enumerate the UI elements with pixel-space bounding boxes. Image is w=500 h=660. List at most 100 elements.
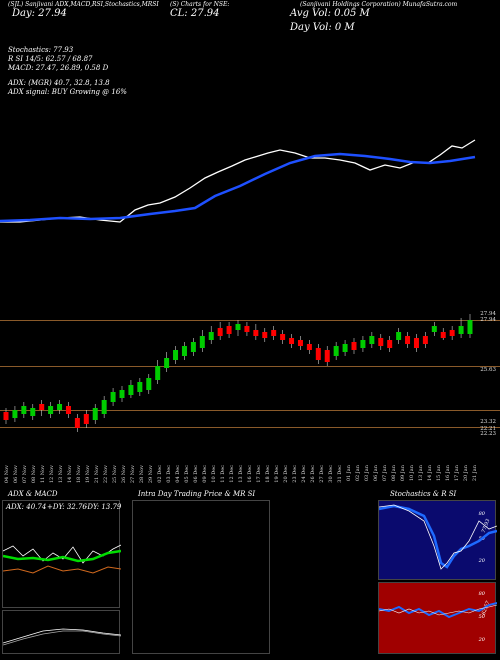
intraday-panel-title: Intra Day Trading Price & MR SI	[138, 490, 256, 498]
x-axis-date-label: 06 Dec	[193, 465, 199, 483]
candle-body	[440, 332, 446, 338]
macd-panel	[2, 610, 121, 654]
price-line	[0, 139, 476, 223]
x-axis-date-label: 24 Dec	[301, 465, 307, 483]
stochastics-info: Stochastics: 77.93	[8, 46, 74, 54]
candle-body	[271, 330, 277, 336]
candle-body	[297, 340, 303, 346]
candle-body	[449, 330, 455, 336]
adx-info: ADX: (MGR) 40.7, 32.8, 13.8	[8, 79, 110, 87]
rsi-blue-line	[379, 602, 497, 619]
x-axis-date-label: 03 Dec	[166, 465, 172, 483]
x-axis-date-label: 20 Jan	[463, 465, 469, 482]
candle-body	[467, 320, 473, 334]
x-axis-date-label: 21 Nov	[94, 465, 100, 484]
price-level-1: 27.94	[480, 311, 496, 317]
candle-body	[110, 392, 116, 402]
adx-lines	[3, 544, 121, 574]
x-axis-date-label: 08 Jan	[391, 465, 397, 482]
price-ma-chart	[0, 139, 476, 223]
candle-body	[128, 385, 134, 395]
x-axis-date-label: 31 Dec	[337, 465, 343, 483]
x-axis-date-label: 09 Jan	[400, 465, 406, 482]
x-axis-date-label: 11 Nov	[40, 465, 46, 484]
candle-body	[360, 340, 366, 348]
x-axis-date-label: 05 Dec	[184, 465, 190, 483]
x-axis-date-label: 12 Nov	[49, 465, 55, 484]
day-label: Day: 27.94	[12, 8, 67, 19]
x-axis-date-label: 27 Dec	[319, 465, 325, 483]
x-axis-date-label: 29 Nov	[148, 465, 154, 484]
candle-body	[30, 408, 36, 416]
rsi-level-20: 20	[478, 637, 485, 643]
level-line-1	[0, 320, 500, 321]
candle-body	[21, 406, 27, 414]
candle-body	[458, 326, 464, 334]
ticker-line: (SJL) Sanjivani ADX,MACD,RSI,Stochastics…	[8, 1, 159, 8]
x-axis-date-label: 10 Dec	[211, 465, 217, 483]
candle-body	[190, 342, 196, 352]
candle-body	[164, 358, 170, 368]
macd-grey-line	[3, 630, 121, 646]
x-axis-date-label: 13 Nov	[58, 465, 64, 484]
candle-body	[181, 346, 187, 356]
x-axis-date-label: 26 Nov	[121, 465, 127, 484]
intraday-panel	[132, 500, 270, 654]
candle-body	[12, 410, 18, 418]
mid-line: (S) Charts for NSE:	[170, 1, 230, 8]
price-level-4: 23.32	[480, 419, 496, 425]
moving-average-line	[0, 152, 476, 223]
x-axis-date-label: 19 Nov	[85, 465, 91, 484]
candle-body	[48, 406, 54, 414]
price-level-6: 22.23	[480, 431, 496, 437]
stoch-lines	[379, 504, 497, 570]
candle-body	[387, 340, 393, 348]
x-axis-date-label: 01 Jan	[346, 465, 352, 482]
x-axis-date-label: 12 Dec	[229, 465, 235, 483]
rsi-panel: 80 50 20 62.57	[378, 582, 497, 654]
x-axis-date-label: 20 Dec	[283, 465, 289, 483]
x-axis-date-label: 19 Dec	[274, 465, 280, 483]
x-axis-date-label: 14 Nov	[67, 465, 73, 484]
x-axis-date-label: 17 Jan	[454, 465, 460, 482]
x-axis-date-label: 13 Jan	[418, 465, 424, 482]
x-axis-date-label: 13 Dec	[238, 465, 244, 483]
candle-body	[3, 412, 9, 420]
adx-panel-title: ADX & MACD	[8, 490, 58, 498]
x-axis-date-label: 16 Jan	[445, 465, 451, 482]
candle-body	[422, 336, 428, 344]
x-axis-date-label: 07 Jan	[382, 465, 388, 482]
candlestick-chart	[3, 314, 473, 432]
candle-body	[119, 390, 125, 398]
x-axis-date-label: 27 Nov	[130, 465, 136, 484]
candle-body	[173, 350, 179, 360]
candle-body	[405, 336, 411, 344]
candle-body	[351, 342, 357, 350]
candle-body	[199, 336, 205, 348]
x-axis-date-label: 21 Jan	[472, 465, 478, 482]
x-axis-date-label: 18 Nov	[76, 465, 82, 484]
candle-body	[262, 332, 268, 338]
candle-body	[137, 382, 143, 392]
rsi-lines	[379, 602, 497, 619]
stoch-level-80: 80	[478, 511, 485, 517]
stoch-white-line	[379, 504, 497, 570]
candle-body	[396, 332, 402, 340]
level-line-4	[0, 427, 500, 428]
candle-body	[65, 406, 71, 414]
candle-body	[306, 344, 312, 350]
macd-lines	[3, 628, 121, 646]
candle-body	[289, 338, 295, 344]
price-level-3: 25.63	[480, 367, 496, 373]
x-axis-date-label: 04 Nov	[4, 465, 10, 484]
candle-body	[83, 414, 89, 424]
candle-body	[101, 400, 107, 414]
rsi-info: R SI 14/5: 62.57 / 68.87	[8, 55, 93, 63]
candle-body	[315, 348, 321, 360]
adx-panel: ADX: 40.74 +DY: 32.76 -DY: 13.79	[2, 500, 121, 608]
level-line-2	[0, 366, 500, 367]
x-axis-date-label: 06 Jan	[373, 465, 379, 482]
candle-body	[217, 328, 223, 336]
candle-body	[146, 378, 152, 390]
stoch-blue-line	[379, 504, 497, 569]
